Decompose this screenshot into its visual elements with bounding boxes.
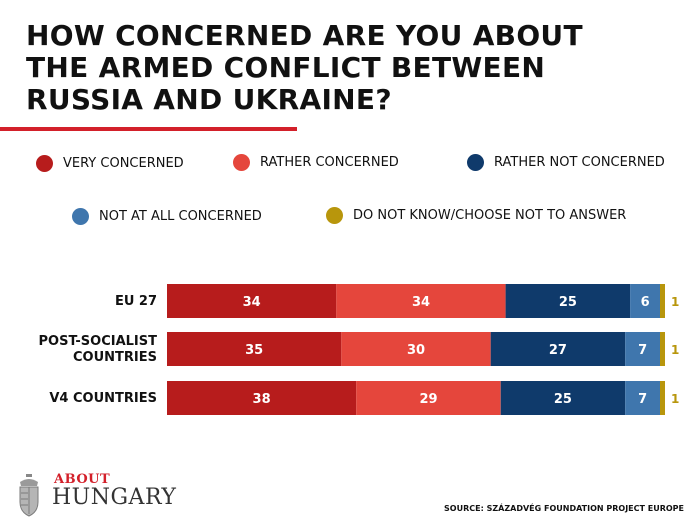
data-label: 30: [407, 343, 425, 358]
legend-dot-icon: [326, 207, 343, 224]
data-label: 27: [549, 343, 567, 358]
bar-segment: [167, 332, 342, 366]
category-label: EU 27: [115, 294, 157, 309]
legend-item-rather-not-concerned: RATHER NOT CONCERNED: [467, 154, 665, 171]
data-label: 1: [671, 392, 679, 406]
bar-segment: [630, 284, 660, 318]
data-label: 1: [671, 343, 679, 357]
legend-item-do-not-know: DO NOT KNOW/CHOOSE NOT TO ANSWER: [326, 207, 626, 224]
bar-segment: [490, 332, 626, 366]
legend-item-not-at-all-concerned: NOT AT ALL CONCERNED: [72, 208, 262, 225]
legend-item-rather-concerned: RATHER CONCERNED: [233, 154, 399, 171]
bar-segment: [500, 381, 626, 415]
legend-label: DO NOT KNOW/CHOOSE NOT TO ANSWER: [353, 208, 627, 223]
data-label: 25: [559, 295, 577, 310]
bar-segment: [660, 284, 665, 318]
bar-segment: [660, 381, 665, 415]
logo-about: ABOUT: [54, 472, 111, 487]
bar-segment: [336, 284, 506, 318]
legend-dot-icon: [72, 208, 89, 225]
bar-segment: [341, 332, 491, 366]
legend-label: RATHER NOT CONCERNED: [494, 155, 665, 170]
data-label: 35: [245, 343, 263, 358]
bar-segment: [625, 332, 661, 366]
bar-segment: [356, 381, 501, 415]
data-label: 25: [554, 392, 572, 407]
legend-dot-icon: [36, 155, 53, 172]
source-note: SOURCE: SZÁZADVÉG FOUNDATION PROJECT EUR…: [444, 504, 684, 513]
title-underline: [0, 127, 297, 131]
bar-segment: [505, 284, 631, 318]
logo-hungary: HUNGARY: [52, 485, 177, 510]
data-label: 7: [638, 343, 647, 358]
chart-title: HOW CONCERNED ARE YOU ABOUT THE ARMED CO…: [26, 19, 583, 116]
bar-segment: [167, 284, 337, 318]
data-label: 34: [412, 295, 430, 310]
category-label: V4 COUNTRIES: [49, 391, 157, 406]
bar-segment: [625, 381, 661, 415]
data-label: 6: [641, 295, 650, 310]
data-label: 7: [638, 392, 647, 407]
data-label: 34: [243, 295, 261, 310]
data-label: 38: [253, 392, 271, 407]
data-label: 1: [671, 295, 679, 309]
legend-item-very-concerned: VERY CONCERNED: [36, 155, 184, 172]
data-label: 29: [419, 392, 437, 407]
category-label: POST-SOCIALIST COUNTRIES: [39, 334, 158, 365]
legend-label: RATHER CONCERNED: [260, 155, 399, 170]
legend-dot-icon: [233, 154, 250, 171]
hungary-crest-icon: [19, 474, 39, 517]
legend-dot-icon: [467, 154, 484, 171]
legend-label: NOT AT ALL CONCERNED: [99, 209, 262, 224]
bar-segment: [167, 381, 357, 415]
bar-segment: [660, 332, 665, 366]
legend-label: VERY CONCERNED: [63, 156, 184, 171]
